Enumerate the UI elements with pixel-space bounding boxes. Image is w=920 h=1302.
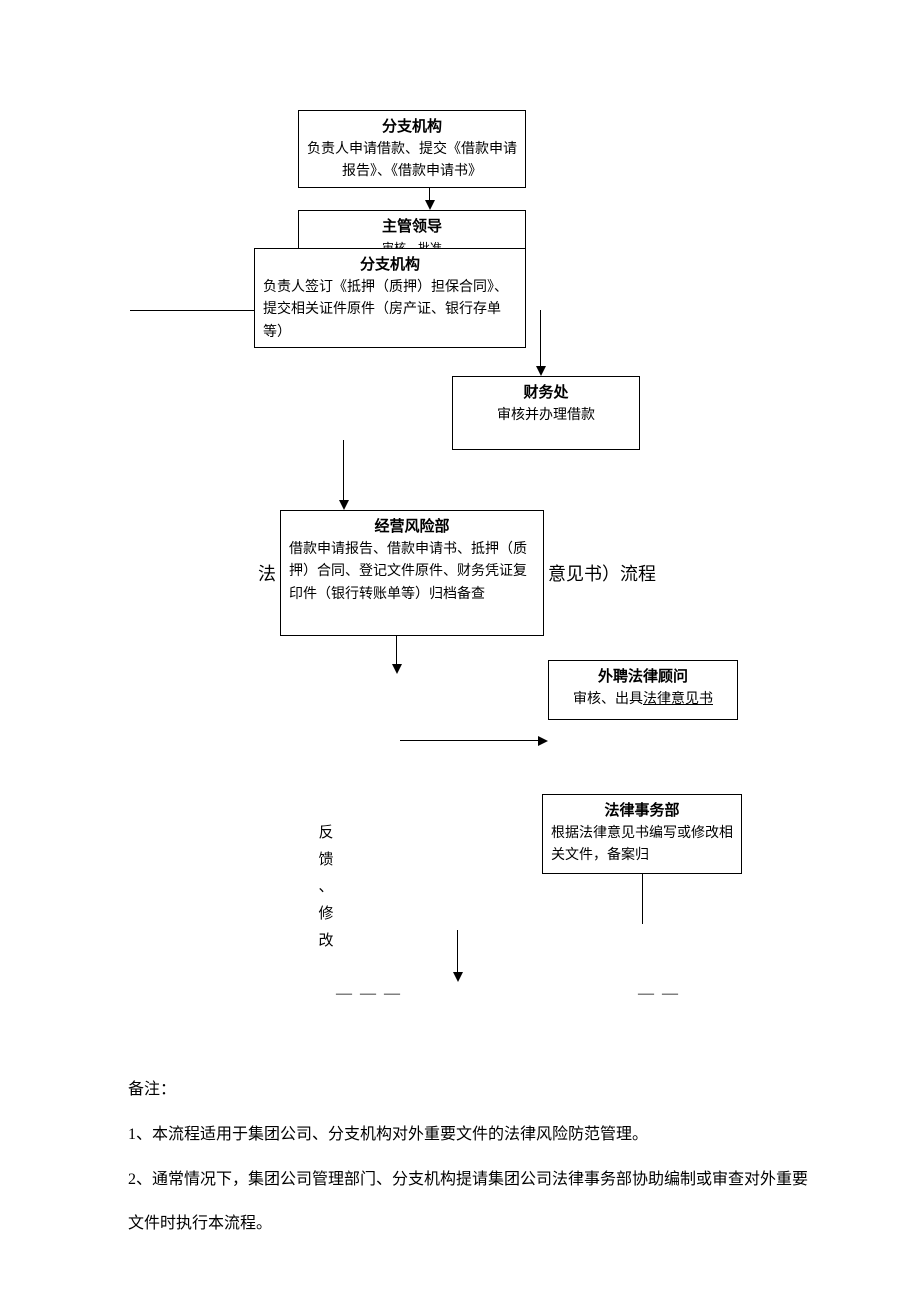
bg-text-right: 意见书）流程 bbox=[548, 560, 656, 586]
feedback-char-2: 馈 bbox=[318, 852, 333, 868]
arrow-7 bbox=[457, 930, 458, 974]
feedback-label: 反 馈 、 修 改 bbox=[318, 820, 334, 955]
arrow-3-head bbox=[339, 500, 349, 510]
arrow-7-head bbox=[453, 972, 463, 982]
node-risk-dept: 经营风险部 借款申请报告、借款申请书、抵押（质押）合同、登记文件原件、财务凭证复… bbox=[280, 510, 544, 636]
node-external-legal-underline: 法律意见书 bbox=[643, 692, 713, 707]
node-external-legal-body: 审核、出具法律意见书 bbox=[557, 689, 729, 711]
bg-text-left: 法 bbox=[258, 560, 276, 586]
node-legal-dept-title: 法律事务部 bbox=[551, 799, 733, 823]
node-finance-body: 审核并办理借款 bbox=[461, 405, 631, 427]
arrow-2-head bbox=[536, 366, 546, 376]
node-branch-2-body: 负责人签订《抵押（质押）担保合同》、提交相关证件原件（房产证、银行存单等） bbox=[263, 277, 517, 344]
node-branch-1: 分支机构 负责人申请借款、提交《借款申请报告》、《借款申请书》 bbox=[298, 110, 526, 188]
arrow-5-head bbox=[538, 736, 548, 746]
arrow-2 bbox=[540, 310, 541, 368]
arrow-4 bbox=[396, 636, 397, 666]
node-legal-dept-body: 根据法律意见书编写或修改相关文件，备案归 bbox=[551, 823, 733, 868]
node-branch-2-title: 分支机构 bbox=[263, 253, 517, 277]
feedback-char-1: 反 bbox=[318, 825, 333, 841]
left-line-h bbox=[130, 310, 254, 311]
node-external-legal: 外聘法律顾问 审核、出具法律意见书 bbox=[548, 660, 738, 720]
dash-left: — — — bbox=[336, 985, 402, 1003]
feedback-char-4: 修 bbox=[318, 906, 333, 922]
node-external-legal-prefix: 审核、出具 bbox=[573, 692, 643, 707]
arrow-4-head bbox=[392, 664, 402, 674]
feedback-char-3: 、 bbox=[318, 879, 333, 895]
node-risk-dept-title: 经营风险部 bbox=[289, 515, 535, 539]
arrow-3 bbox=[343, 440, 344, 502]
notes-section: 备注： 1、本流程适用于集团公司、分支机构对外重要文件的法律风险防范管理。 2、… bbox=[128, 1068, 808, 1247]
arrow-6 bbox=[642, 874, 643, 924]
notes-heading: 备注： bbox=[128, 1068, 808, 1113]
arrow-5 bbox=[400, 740, 540, 741]
node-branch-2: 分支机构 负责人签订《抵押（质押）担保合同》、提交相关证件原件（房产证、银行存单… bbox=[254, 248, 526, 348]
node-risk-dept-body: 借款申请报告、借款申请书、抵押（质押）合同、登记文件原件、财务凭证复印件（银行转… bbox=[289, 539, 535, 606]
arrow-1-head bbox=[425, 200, 435, 210]
node-branch-1-body: 负责人申请借款、提交《借款申请报告》、《借款申请书》 bbox=[307, 139, 517, 184]
node-branch-1-title: 分支机构 bbox=[307, 115, 517, 139]
node-external-legal-title: 外聘法律顾问 bbox=[557, 665, 729, 689]
node-finance-title: 财务处 bbox=[461, 381, 631, 405]
node-supervisor-title: 主管领导 bbox=[307, 215, 517, 239]
node-legal-dept: 法律事务部 根据法律意见书编写或修改相关文件，备案归 bbox=[542, 794, 742, 874]
notes-item-1: 1、本流程适用于集团公司、分支机构对外重要文件的法律风险防范管理。 bbox=[128, 1113, 808, 1158]
notes-item-2: 2、通常情况下，集团公司管理部门、分支机构提请集团公司法律事务部协助编制或审查对… bbox=[128, 1158, 808, 1248]
node-finance: 财务处 审核并办理借款 bbox=[452, 376, 640, 450]
dash-right: — — bbox=[638, 985, 680, 1003]
feedback-char-5: 改 bbox=[318, 933, 333, 949]
